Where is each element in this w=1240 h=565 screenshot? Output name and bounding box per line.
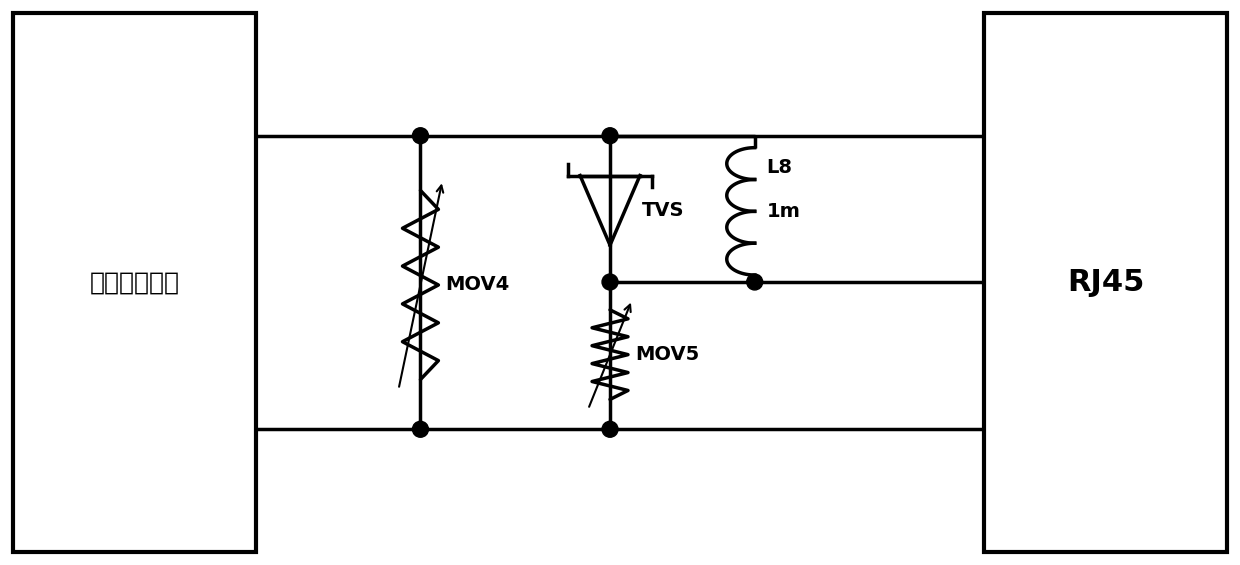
Circle shape — [746, 274, 763, 290]
Text: 1m: 1m — [766, 202, 801, 221]
FancyBboxPatch shape — [985, 14, 1226, 551]
Circle shape — [603, 421, 618, 437]
Text: MOV5: MOV5 — [635, 345, 699, 364]
Circle shape — [603, 274, 618, 290]
Text: L8: L8 — [766, 158, 792, 177]
Text: RJ45: RJ45 — [1068, 268, 1145, 297]
Text: 电压转换电路: 电压转换电路 — [91, 271, 180, 294]
FancyBboxPatch shape — [14, 14, 255, 551]
Circle shape — [603, 128, 618, 144]
Circle shape — [413, 128, 429, 144]
Text: MOV4: MOV4 — [445, 276, 510, 294]
Circle shape — [413, 421, 429, 437]
Text: TVS: TVS — [642, 201, 684, 220]
